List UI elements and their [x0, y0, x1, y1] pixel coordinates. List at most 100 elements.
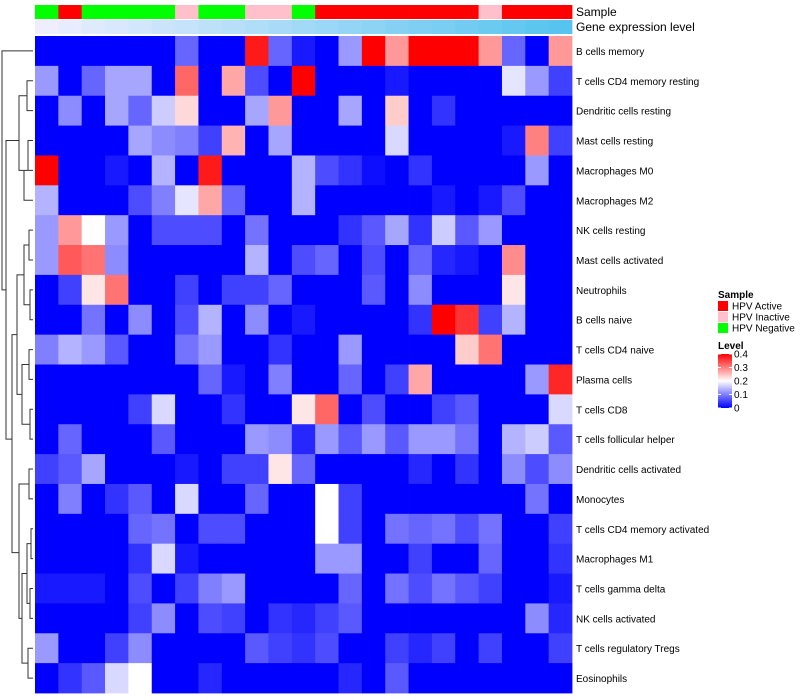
heatmap-cell	[431, 513, 456, 545]
heatmap-cell	[361, 245, 386, 276]
heatmap-cell	[455, 245, 480, 276]
heatmap-cell	[525, 36, 550, 67]
heatmap-cell	[151, 185, 176, 216]
heatmap-cell	[151, 65, 176, 97]
heatmap-cell	[525, 603, 550, 634]
heatmap-cell	[175, 125, 199, 156]
heatmap-cell	[35, 125, 59, 156]
heatmap-cell	[81, 394, 106, 425]
legend-level-title: Level	[718, 341, 744, 352]
heatmap-cell	[58, 513, 83, 545]
heatmap-cell	[175, 394, 199, 425]
sample-annotation-label: Sample	[576, 5, 617, 19]
heatmap-cell	[105, 65, 129, 97]
heatmap-cell	[105, 274, 129, 306]
heatmap-cell	[431, 573, 456, 604]
heatmap-cell	[221, 633, 246, 664]
heatmap-cell	[81, 274, 106, 306]
heatmap-cell	[35, 36, 59, 67]
legend-level-tick-label: 0.2	[734, 377, 748, 388]
heatmap-cell	[151, 603, 176, 634]
heatmap-cell	[361, 65, 386, 97]
heatmap-cell	[81, 245, 106, 276]
heatmap-cell	[361, 125, 386, 156]
heatmap-cell	[478, 215, 503, 246]
heatmap-cell	[151, 543, 176, 574]
heatmap-cell	[35, 155, 59, 186]
heatmap-cell	[81, 36, 106, 67]
legend-sample-label: HPV Negative	[732, 324, 795, 335]
heatmap-cell	[105, 573, 129, 604]
heatmap-cell	[361, 155, 386, 186]
heatmap-cell	[478, 633, 503, 664]
heatmap-cell	[291, 663, 316, 694]
heatmap-cell	[35, 334, 59, 365]
heatmap-cell	[385, 483, 409, 515]
heatmap-cell	[35, 215, 59, 246]
heatmap-cell	[525, 483, 550, 515]
heatmap-cell	[151, 334, 176, 365]
heatmap-cell	[35, 185, 59, 216]
heatmap-cell	[198, 95, 223, 126]
heatmap-cell	[268, 36, 293, 67]
heatmap-cell	[268, 215, 293, 246]
heatmap-cell	[175, 603, 199, 634]
heatmap-cell	[105, 304, 129, 336]
heatmap-cell	[548, 424, 573, 455]
row-label: Dendritic cells resting	[576, 107, 671, 118]
heatmap-cell	[35, 603, 59, 634]
heatmap-cell	[105, 95, 129, 126]
heatmap-cell	[198, 394, 223, 425]
heatmap-cell	[431, 36, 456, 67]
heatmap-cell	[408, 513, 433, 545]
heatmap-cell	[58, 454, 83, 485]
heatmap-cell	[385, 513, 409, 545]
row-label: B cells memory	[576, 47, 644, 58]
heatmap-cell	[81, 603, 106, 634]
heatmap-cell	[385, 364, 409, 395]
heatmap-cell	[221, 304, 246, 336]
heatmap-cell	[548, 65, 573, 97]
heatmap-cell	[361, 304, 386, 336]
heatmap-cell	[128, 155, 153, 186]
heatmap-cell	[525, 334, 550, 365]
heatmap-cell	[525, 633, 550, 664]
heatmap-cell	[431, 125, 456, 156]
heatmap-cell	[245, 245, 269, 276]
legend-level-colorbar	[718, 354, 732, 408]
heatmap-cell	[338, 633, 363, 664]
heatmap-cell	[151, 215, 176, 246]
heatmap-cell	[128, 125, 153, 156]
heatmap-cell	[198, 155, 223, 186]
heatmap-cell	[245, 424, 269, 455]
heatmap-cell	[268, 364, 293, 395]
heatmap-cell	[221, 274, 246, 306]
heatmap-cell	[105, 483, 129, 515]
heatmap-cell	[361, 483, 386, 515]
heatmap-cell	[525, 663, 550, 694]
heatmap-cell	[525, 155, 550, 186]
heatmap-cell	[105, 334, 129, 365]
heatmap-cell	[478, 304, 503, 336]
heatmap-cell	[105, 543, 129, 574]
heatmap-cell	[81, 483, 106, 515]
heatmap-cell	[291, 215, 316, 246]
heatmap-cell	[198, 603, 223, 634]
heatmap-cell	[315, 603, 339, 634]
heatmap-cell	[128, 424, 153, 455]
heatmap-cell	[128, 215, 153, 246]
heatmap-cell	[175, 424, 199, 455]
heatmap-cell	[291, 274, 316, 306]
heatmap-cell	[268, 454, 293, 485]
heatmap-cell	[501, 304, 526, 336]
heatmap-cell	[175, 304, 199, 336]
heatmap-cell	[548, 573, 573, 604]
heatmap-cell	[385, 304, 409, 336]
heatmap-cell	[525, 364, 550, 395]
heatmap-cell	[128, 454, 153, 485]
heatmap-cell	[455, 573, 480, 604]
heatmap-cell	[81, 513, 106, 545]
heatmap-cell	[221, 513, 246, 545]
heatmap-cell	[35, 304, 59, 336]
